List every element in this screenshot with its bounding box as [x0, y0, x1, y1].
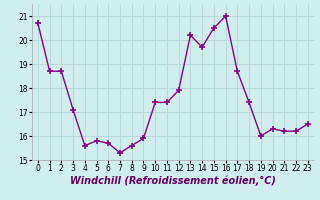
X-axis label: Windchill (Refroidissement éolien,°C): Windchill (Refroidissement éolien,°C): [70, 176, 276, 186]
